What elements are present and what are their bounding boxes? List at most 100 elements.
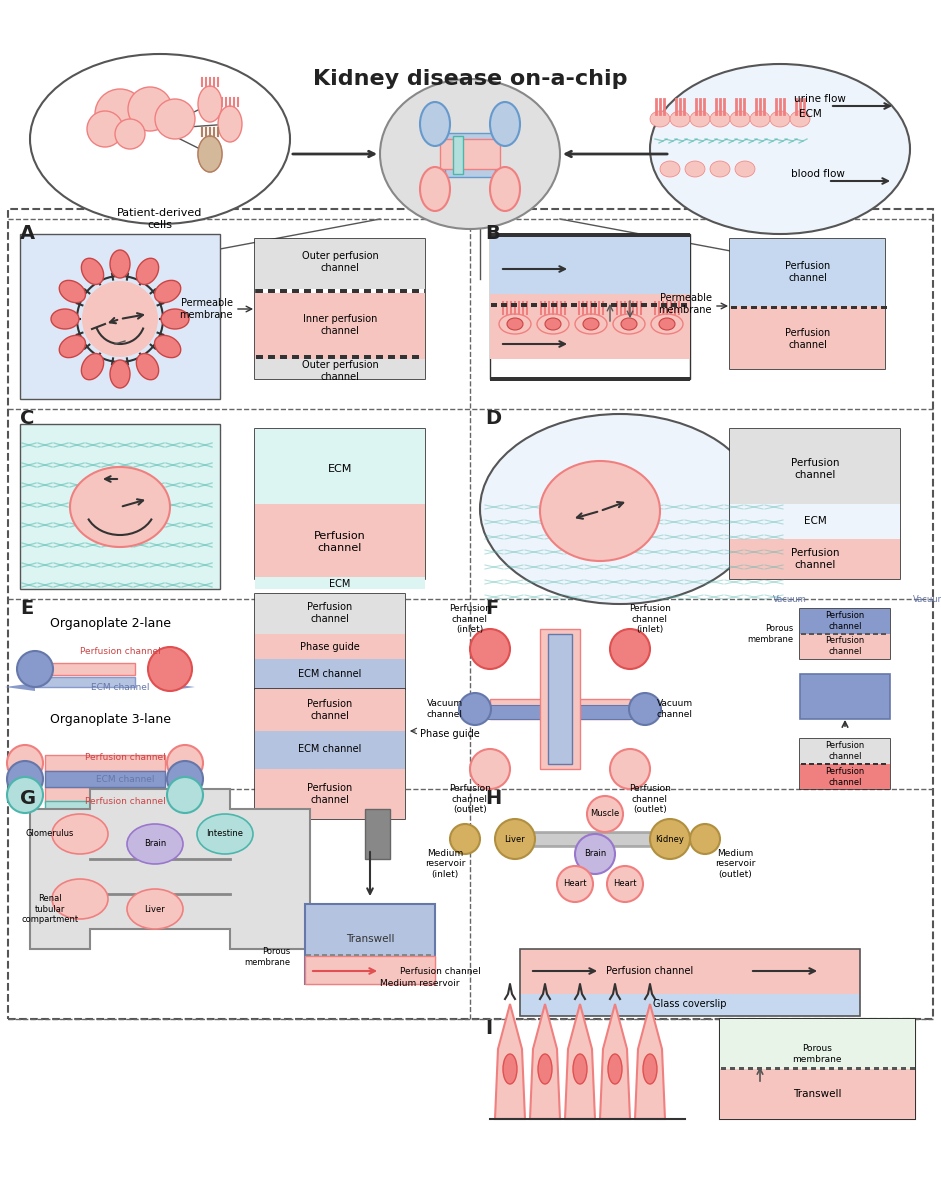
Bar <box>255 659 405 689</box>
Bar <box>721 1067 726 1071</box>
Bar <box>857 633 862 635</box>
Bar <box>412 289 419 294</box>
Ellipse shape <box>81 258 104 284</box>
Bar <box>388 355 395 358</box>
Bar <box>338 954 343 956</box>
Ellipse shape <box>59 335 86 357</box>
Ellipse shape <box>565 481 635 541</box>
Text: Patient-derived
cells: Patient-derived cells <box>118 209 202 230</box>
Bar <box>730 1067 735 1071</box>
Ellipse shape <box>690 111 710 127</box>
Bar <box>255 577 425 590</box>
Bar <box>841 763 846 765</box>
Ellipse shape <box>420 103 450 146</box>
Bar <box>255 769 405 819</box>
Text: Intestine: Intestine <box>206 830 244 838</box>
Ellipse shape <box>735 162 755 177</box>
Text: ECM channel: ECM channel <box>96 775 154 784</box>
Text: Perfusion
channel: Perfusion channel <box>786 328 831 350</box>
Text: Vacuum: Vacuum <box>913 594 941 604</box>
Bar <box>328 289 335 294</box>
Bar <box>775 1067 780 1071</box>
Bar <box>720 1019 915 1119</box>
Bar <box>45 801 165 815</box>
Bar <box>817 633 822 635</box>
Bar <box>490 294 690 358</box>
Ellipse shape <box>81 354 104 380</box>
Bar <box>292 355 299 358</box>
Circle shape <box>557 867 593 902</box>
Text: B: B <box>485 224 500 243</box>
Bar <box>400 355 407 358</box>
Bar <box>475 705 645 719</box>
Ellipse shape <box>660 162 680 177</box>
Text: blood flow: blood flow <box>791 169 845 179</box>
Bar <box>490 233 690 294</box>
Bar <box>491 303 497 307</box>
Bar <box>730 307 885 369</box>
Bar <box>268 289 275 294</box>
Text: Glass coverslip: Glass coverslip <box>653 999 726 1009</box>
Bar <box>255 239 425 378</box>
Circle shape <box>629 693 661 725</box>
Bar <box>305 904 435 984</box>
Bar <box>280 355 287 358</box>
Bar <box>838 1067 843 1071</box>
Bar <box>304 355 311 358</box>
Ellipse shape <box>503 1054 517 1084</box>
Text: Liver: Liver <box>504 835 525 843</box>
Bar <box>45 788 165 803</box>
Bar <box>730 429 900 579</box>
Bar <box>681 303 687 307</box>
Ellipse shape <box>685 162 705 177</box>
Bar <box>720 1019 915 1069</box>
Bar <box>730 539 900 579</box>
Circle shape <box>155 99 195 139</box>
Circle shape <box>87 111 123 147</box>
Text: Glomerulus: Glomerulus <box>25 830 74 838</box>
Bar <box>352 289 359 294</box>
Bar <box>833 633 838 635</box>
Ellipse shape <box>490 103 520 146</box>
Bar <box>255 429 425 579</box>
Text: urine flow: urine flow <box>794 94 846 104</box>
Text: C: C <box>20 409 35 428</box>
Ellipse shape <box>136 354 159 380</box>
Text: Medium
reservoir
(inlet): Medium reservoir (inlet) <box>424 849 465 878</box>
Bar <box>316 355 323 358</box>
Text: ECM: ECM <box>799 108 821 119</box>
Text: Perfusion
channel: Perfusion channel <box>308 783 353 805</box>
Bar <box>849 633 854 635</box>
Bar <box>841 307 847 309</box>
Bar <box>865 633 870 635</box>
Text: Perfusion
channel: Perfusion channel <box>308 699 353 720</box>
Ellipse shape <box>490 167 520 211</box>
Bar <box>809 763 814 765</box>
Ellipse shape <box>198 136 222 172</box>
Bar <box>621 303 627 307</box>
Ellipse shape <box>613 314 645 334</box>
Ellipse shape <box>148 647 192 691</box>
Text: ECM channel: ECM channel <box>298 744 361 755</box>
Circle shape <box>167 745 203 780</box>
Bar <box>551 303 557 307</box>
Bar <box>314 954 319 956</box>
Bar <box>641 303 647 307</box>
Bar <box>340 289 347 294</box>
Circle shape <box>450 824 480 854</box>
Bar <box>571 303 577 307</box>
Ellipse shape <box>52 880 108 918</box>
Text: Vacuum
channel: Vacuum channel <box>657 699 694 719</box>
Bar <box>520 994 860 1016</box>
Ellipse shape <box>218 106 242 141</box>
Text: Perfusion
channel: Perfusion channel <box>825 637 865 656</box>
Text: Inner perfusion
channel: Inner perfusion channel <box>303 314 377 336</box>
Bar <box>35 677 135 687</box>
Text: Perfusion
channel
(outlet): Perfusion channel (outlet) <box>630 784 671 814</box>
Text: Kidney: Kidney <box>656 835 684 843</box>
Bar <box>354 954 359 956</box>
Ellipse shape <box>537 314 569 334</box>
Bar <box>540 630 580 769</box>
Bar <box>365 809 390 859</box>
Bar <box>340 355 347 358</box>
